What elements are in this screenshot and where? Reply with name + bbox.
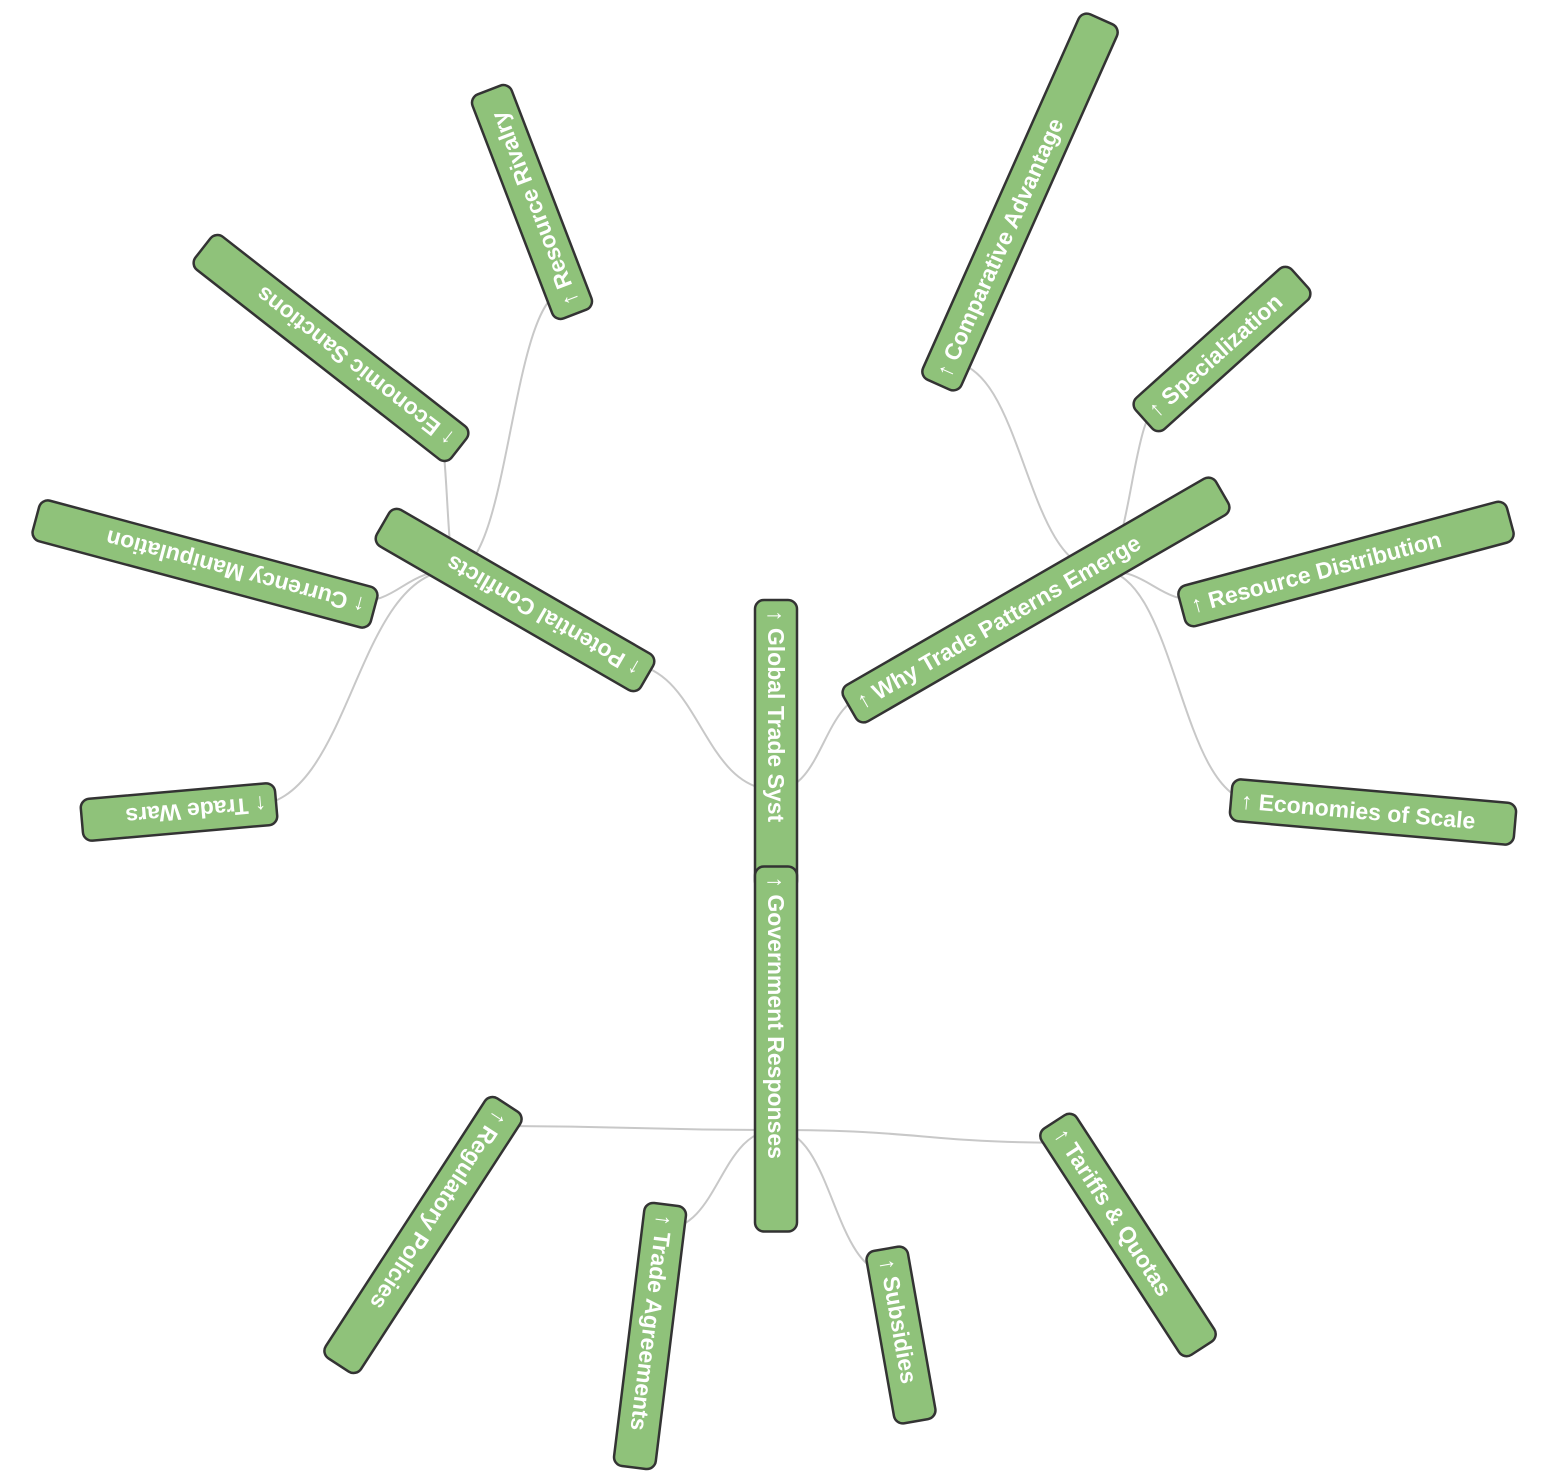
link-conflicts-tradewars: [251, 569, 456, 807]
node-tariffs[interactable]: ↑ Tariffs & Quotas: [1037, 1110, 1219, 1359]
node-label: ↑ Why Trade Patterns Emerge: [852, 530, 1145, 714]
node-subsidies[interactable]: ↑ Subsidies: [865, 1245, 937, 1425]
node-box: [1228, 778, 1518, 846]
node-box: [1177, 500, 1515, 628]
node-resource-distribution[interactable]: ↑ Resource Distribution: [1176, 500, 1515, 629]
node-agreements[interactable]: ↑ Trade Agreements: [612, 1201, 688, 1471]
node-currency[interactable]: ↑ Currency Manipulation: [31, 498, 380, 629]
node-label: ↑ Global Trade Syst: [763, 610, 789, 823]
link-government-regulatory: [493, 1124, 777, 1131]
link-why-economies: [1099, 569, 1256, 803]
nodes-layer: ↑ Global Trade Syst ↑ Why Trade Patterns …: [31, 11, 1518, 1471]
node-box: [470, 83, 594, 321]
node-box: [612, 1201, 688, 1471]
node-box: [31, 499, 379, 629]
node-label: ↑ Potential Conflicts: [442, 550, 645, 682]
links-layer: [251, 289, 1256, 1275]
node-comparative[interactable]: ↑ Comparative Advantage: [919, 11, 1120, 394]
node-label: ↑ Resource Distribution: [1188, 526, 1444, 618]
node-box: [753, 865, 799, 1233]
node-label: ↑ Resource Rivalry: [485, 108, 583, 310]
node-tradewars[interactable]: ↑ Trade Wars: [79, 782, 279, 842]
link-government-tariffs: [775, 1129, 1069, 1144]
node-regulatory[interactable]: ↑ Regulatory Policies: [321, 1094, 525, 1377]
node-box: [1132, 265, 1312, 433]
node-label: ↑ Economic Sanctions: [251, 281, 459, 452]
node-box: [374, 507, 656, 693]
node-label: ↑ Specialization: [1143, 288, 1288, 422]
node-government[interactable]: ↑ Government Responses: [753, 865, 799, 1233]
node-box: [323, 1095, 523, 1375]
node-label: ↑ Regulatory Policies: [365, 1106, 513, 1314]
link-conflicts-rivalry: [454, 289, 567, 571]
node-conflicts[interactable]: ↑ Potential Conflicts: [372, 506, 657, 695]
node-sanctions[interactable]: ↑ Economic Sanctions: [190, 231, 472, 464]
node-label: ↑ Government Responses: [763, 877, 789, 1159]
link-why-comparative: [948, 360, 1101, 571]
node-box: [841, 476, 1231, 724]
node-box: [865, 1245, 937, 1425]
node-why[interactable]: ↑ Why Trade Patterns Emerge: [839, 474, 1232, 725]
node-root[interactable]: ↑ Global Trade Syst: [753, 598, 799, 892]
node-label: ↑ Comparative Advantage: [931, 114, 1069, 381]
node-label: ↑ Currency Manipulation: [103, 525, 368, 619]
node-rivalry[interactable]: ↑ Resource Rivalry: [469, 82, 594, 321]
node-specialization[interactable]: ↑ Specialization: [1130, 263, 1314, 435]
link-root-conflicts: [625, 662, 777, 791]
node-box: [921, 12, 1119, 392]
node-box: [79, 782, 279, 842]
node-economies[interactable]: ↑ Economies of Scale: [1228, 778, 1518, 846]
node-box: [192, 233, 470, 463]
node-box: [1039, 1112, 1217, 1358]
node-label: ↑ Tariffs & Quotas: [1049, 1123, 1177, 1301]
